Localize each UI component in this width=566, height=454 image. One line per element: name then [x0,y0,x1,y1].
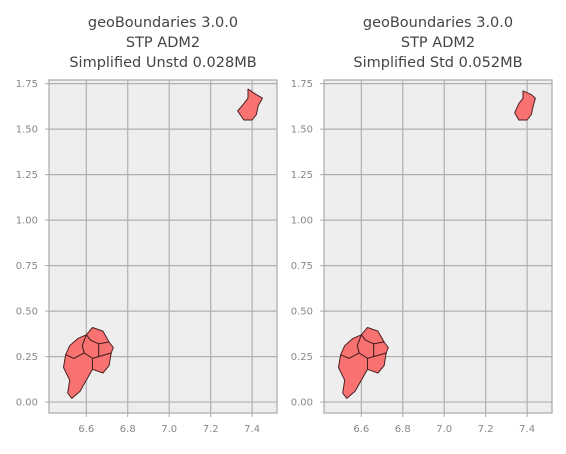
x-tick-label: 6.6 [353,424,369,435]
y-tick-label: 0.75 [16,261,38,272]
x-tick-label: 6.8 [120,424,136,435]
region-principe [514,90,536,121]
y-tick-label: 1.25 [291,170,313,181]
y-tick-label: 1.75 [16,79,38,90]
chart-title-line-2: STP ADM2 [126,35,200,51]
plot-frame [323,79,553,414]
x-tick-label: 7.2 [478,424,494,435]
y-tick-label: 1.25 [16,170,38,181]
chart-title-line-1: geoBoundaries 3.0.0 [88,15,238,31]
y-tick-label: 1.00 [291,216,313,227]
y-tick-label: 0.25 [16,352,38,363]
x-tick-label: 7.0 [436,424,452,435]
x-tick-label: 7.4 [519,424,535,435]
y-tick-label: 0.50 [291,307,313,318]
y-tick-label: 0.25 [291,352,313,363]
plot-frame [48,79,278,414]
chart-title-line-3: Simplified Std 0.052MB [353,55,522,71]
region-caue [338,352,368,399]
x-tick-label: 7.4 [244,424,260,435]
x-tick-label: 6.8 [395,424,411,435]
y-tick-label: 0.50 [16,307,38,318]
y-tick-label: 0.00 [16,398,38,409]
region-caue [63,352,93,399]
map-panel-2: 6.6 6.8 7.0 7.2 7.4 0.00 0.25 0.50 0.75 1.00 1.25 1… [291,15,553,435]
y-tick-label: 1.50 [291,125,313,136]
x-tick-label: 7.0 [161,424,177,435]
region-principe [237,88,263,121]
x-tick-label: 7.2 [203,424,219,435]
y-tick-label: 1.00 [16,216,38,227]
map-panel-1: 6.6 6.8 7.0 7.2 7.4 0.00 0.25 0.50 0.75 1.00 1.25 1… [16,15,278,435]
chart-title-line-1: geoBoundaries 3.0.0 [363,15,513,31]
x-tick-label: 6.6 [78,424,94,435]
chart-title-line-3: Simplified Unstd 0.028MB [69,55,256,71]
y-tick-label: 0.75 [291,261,313,272]
y-tick-label: 1.50 [16,125,38,136]
y-tick-label: 1.75 [291,79,313,90]
y-tick-label: 0.00 [291,398,313,409]
chart-title-line-2: STP ADM2 [401,35,475,51]
